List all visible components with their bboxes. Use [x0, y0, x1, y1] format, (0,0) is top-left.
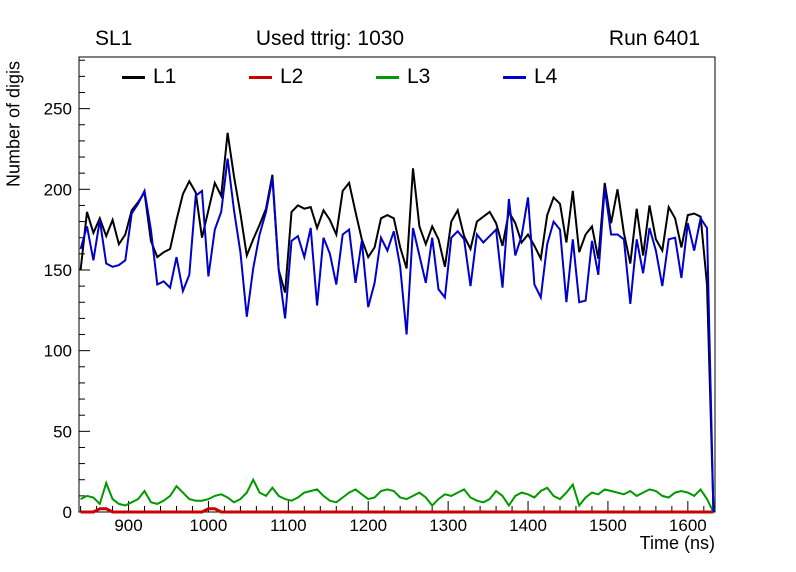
svg-text:900: 900	[114, 516, 142, 535]
plot-frame	[78, 56, 716, 513]
legend-label-l1: L1	[153, 65, 177, 88]
l3-line-swatch	[376, 75, 399, 79]
legend: L1 L2 L3 L4	[0, 63, 796, 91]
legend-label-l2: L2	[280, 65, 304, 88]
series-L3	[80, 477, 715, 513]
svg-text:50: 50	[53, 422, 72, 441]
pad-title-run: Run 6401	[608, 27, 700, 50]
l4-line-swatch	[503, 75, 526, 79]
x-axis-title: Time (ns)	[639, 533, 715, 553]
legend-entry-l3: L3	[376, 63, 430, 91]
l2-line-swatch	[249, 75, 272, 79]
axis-ticks	[79, 59, 705, 513]
legend-label-l3: L3	[407, 65, 431, 88]
series-L4	[79, 158, 715, 513]
series-L2	[80, 507, 714, 514]
svg-text:1200: 1200	[349, 516, 387, 535]
svg-text:150: 150	[44, 261, 72, 280]
axis-tick-labels: 900 1000 1100 1200 1300 1400 1500 1600 0 50 100 150…	[44, 100, 707, 535]
svg-text:1500: 1500	[589, 516, 627, 535]
legend-entry-l1: L1	[122, 63, 176, 91]
pad-title-ttrig: Used ttrig: 1030	[255, 27, 405, 50]
svg-text:1400: 1400	[509, 516, 547, 535]
svg-text:1000: 1000	[190, 516, 228, 535]
l1-line-swatch	[122, 75, 145, 79]
svg-text:1600: 1600	[669, 516, 707, 535]
pad-title-superlayer: SL1	[95, 27, 133, 50]
svg-text:1300: 1300	[429, 516, 467, 535]
svg-text:250: 250	[44, 100, 72, 119]
legend-label-l4: L4	[534, 65, 558, 88]
svg-text:100: 100	[44, 342, 72, 361]
legend-entry-l4: L4	[503, 63, 557, 91]
series-L1	[79, 132, 715, 509]
svg-text:0: 0	[63, 503, 72, 522]
svg-text:1100: 1100	[270, 516, 307, 535]
svg-text:200: 200	[44, 180, 72, 199]
legend-entry-l2: L2	[249, 63, 303, 91]
